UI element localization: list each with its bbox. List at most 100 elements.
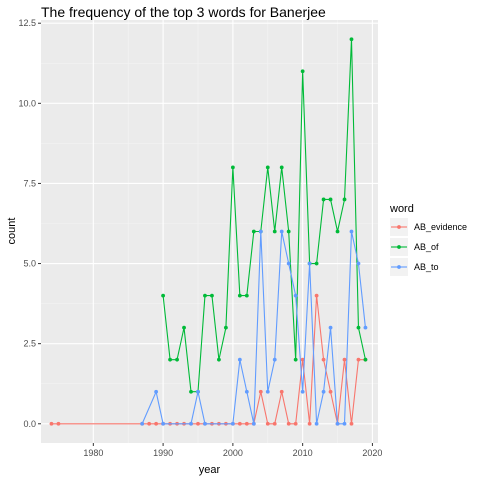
data-point [244, 293, 249, 298]
y-axis-title: count [6, 218, 18, 245]
data-point [189, 421, 193, 426]
data-point [182, 325, 186, 330]
data-point [328, 197, 333, 202]
data-point [196, 421, 200, 426]
data-point [279, 165, 284, 170]
legend-key-point [397, 245, 401, 249]
data-point [314, 293, 319, 298]
data-point [300, 69, 305, 74]
legend-key-point [397, 265, 401, 269]
legend-item: AB_to [390, 258, 439, 276]
legend-title: word [389, 203, 414, 215]
data-point [230, 421, 235, 426]
data-point [356, 325, 361, 330]
data-point [49, 421, 54, 426]
data-point [293, 293, 298, 298]
data-point [217, 357, 221, 362]
data-point [272, 229, 277, 234]
data-point [300, 389, 305, 394]
data-point [223, 325, 228, 330]
data-point [342, 197, 347, 202]
data-point [161, 421, 166, 426]
x-tick-label: 2020 [362, 448, 382, 458]
data-point [328, 325, 333, 330]
data-point [154, 421, 159, 426]
data-point [321, 389, 326, 394]
y-tick-label: 12.5 [18, 18, 36, 28]
y-tick-label: 5.0 [23, 259, 36, 269]
series-line [141, 231, 366, 425]
series-layer [49, 37, 368, 426]
data-point [328, 389, 333, 394]
chart-title: The frequency of the top 3 words for Ban… [41, 4, 326, 20]
legend-key-point [397, 225, 401, 229]
data-point [349, 421, 354, 426]
data-point [335, 229, 340, 234]
x-tick-label: 2000 [223, 448, 243, 458]
data-point [210, 293, 214, 298]
data-point [286, 421, 291, 426]
data-point [56, 421, 61, 426]
data-point [335, 421, 340, 426]
x-axis-title: year [199, 464, 221, 476]
data-point [189, 389, 193, 394]
x-tick-label: 1990 [153, 448, 173, 458]
data-point [279, 229, 284, 234]
data-point [272, 421, 277, 426]
data-point [203, 421, 207, 426]
data-point [293, 357, 298, 362]
data-point [293, 421, 298, 426]
data-point [342, 357, 347, 362]
x-tick-label: 1980 [83, 448, 103, 458]
y-tick-label: 7.5 [23, 178, 36, 188]
data-point [265, 421, 270, 426]
data-point [342, 421, 347, 426]
x-axis: 1980 1990 2000 2010 2020 [83, 443, 382, 458]
data-point [251, 229, 256, 234]
data-point [168, 357, 172, 362]
data-point [258, 229, 263, 234]
data-point [363, 357, 368, 362]
data-point [307, 421, 312, 426]
y-axis: 0.0 2.5 5.0 7.5 10.0 12.5 [18, 18, 41, 429]
data-point [154, 389, 159, 394]
data-point [237, 293, 242, 298]
data-point [237, 421, 242, 426]
series-AB_to [140, 229, 368, 426]
data-point [244, 421, 249, 426]
data-point [314, 421, 319, 426]
data-point [272, 357, 277, 362]
data-point [244, 389, 249, 394]
data-point [286, 261, 291, 266]
data-point [140, 421, 145, 426]
plot-panel [41, 20, 378, 443]
data-point [349, 37, 354, 42]
data-point [356, 261, 361, 266]
legend: word AB_evidence AB_of AB_to [389, 203, 467, 276]
data-point [314, 261, 319, 266]
data-point [349, 229, 354, 234]
data-point [363, 325, 368, 330]
data-point [265, 165, 270, 170]
data-point [175, 357, 179, 362]
legend-label: AB_of [414, 242, 439, 252]
data-point [251, 421, 256, 426]
data-point [258, 389, 263, 394]
legend-item: AB_evidence [390, 218, 467, 236]
legend-label: AB_to [414, 262, 439, 272]
y-tick-label: 10.0 [18, 98, 36, 108]
x-tick-label: 2010 [293, 448, 313, 458]
data-point [161, 293, 166, 298]
data-point [230, 165, 235, 170]
data-point [321, 197, 326, 202]
data-point [307, 261, 312, 266]
data-point [279, 389, 284, 394]
data-point [356, 357, 361, 362]
y-tick-label: 0.0 [23, 419, 36, 429]
data-point [300, 357, 305, 362]
data-point [286, 229, 291, 234]
legend-label: AB_evidence [414, 222, 467, 232]
legend-item: AB_of [390, 238, 439, 256]
data-point [196, 389, 200, 394]
